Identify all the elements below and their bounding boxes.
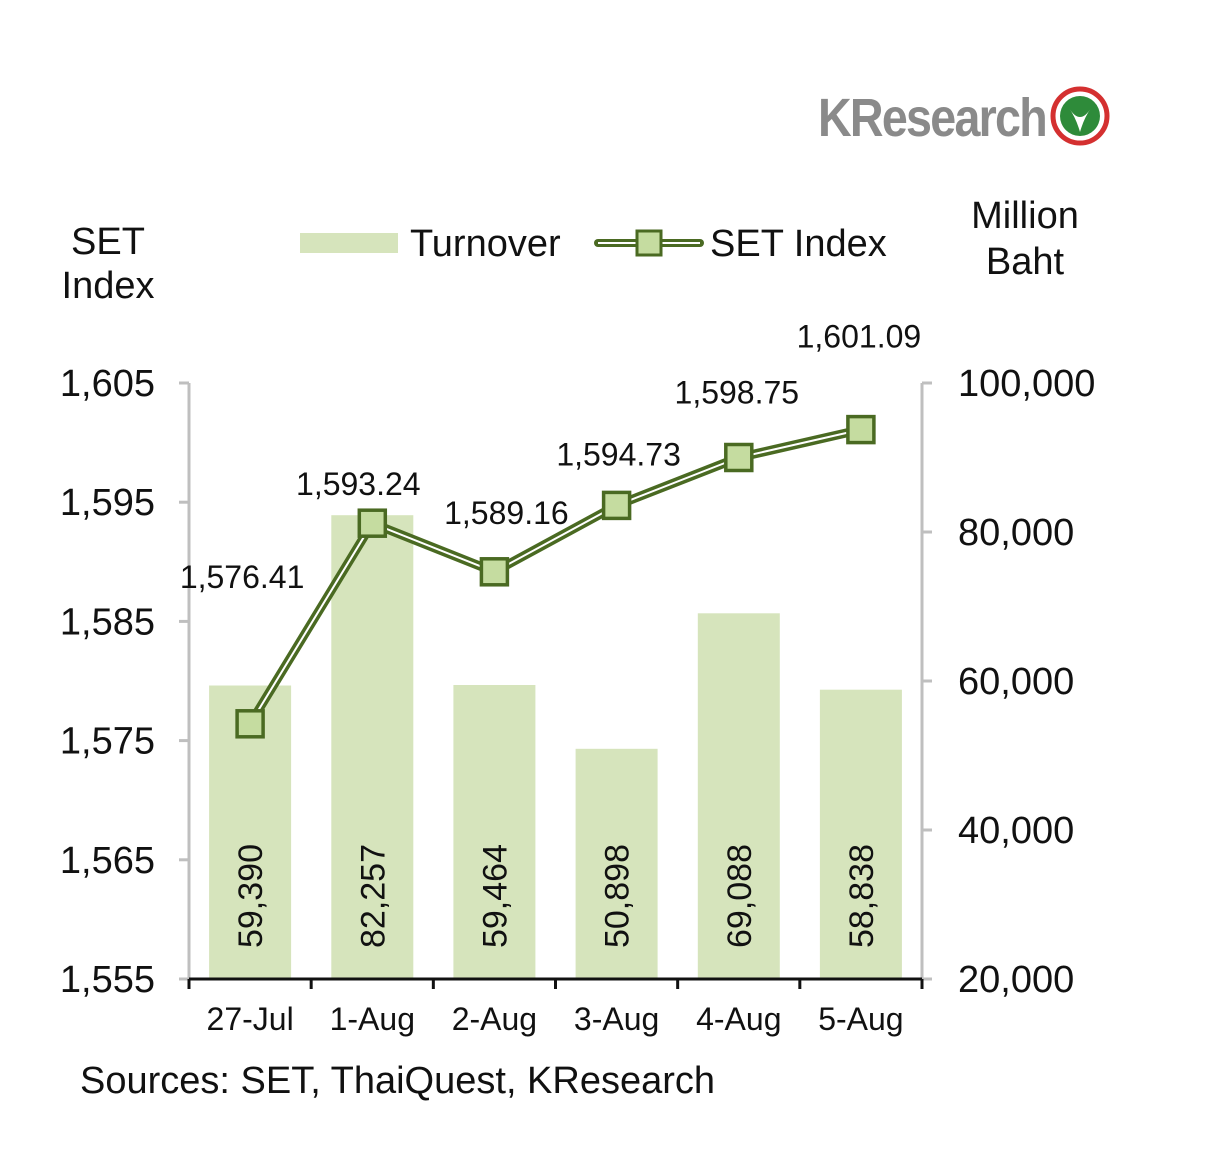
turnover-value-label-4: 69,088	[721, 844, 759, 948]
set-index-value-label-2: 1,589.16	[444, 495, 569, 531]
turnover-bar-2	[453, 685, 536, 979]
set-index-marker-0	[235, 709, 265, 739]
legend-turnover-label: Turnover	[410, 223, 561, 265]
right-tick-label-3: 80,000	[958, 512, 1074, 554]
left-tick-label-1: 1,565	[60, 840, 155, 882]
set-index-marker-3	[601, 490, 632, 521]
turnover-value-label-1: 82,257	[354, 844, 392, 948]
turnover-bar-4	[697, 613, 780, 979]
turnover-value-label-5: 58,838	[843, 844, 881, 948]
right-tick-label-0: 20,000	[958, 959, 1074, 1001]
set-index-value-label-3: 1,594.73	[556, 436, 681, 472]
right-axis-title-line2: Baht	[986, 241, 1065, 283]
turnover-bar-1	[331, 515, 414, 979]
set-index-line-highlight	[249, 428, 862, 725]
x-tick-label-4: 4-Aug	[696, 1001, 781, 1037]
left-axis-title-line2: Index	[62, 265, 155, 307]
x-tick-label-1: 1-Aug	[330, 1001, 415, 1037]
x-tick-label-2: 2-Aug	[452, 1001, 537, 1037]
kresearch-logo: KResearch	[818, 86, 1110, 148]
set-index-marker-2	[479, 557, 510, 587]
legend-set-index-marker	[635, 229, 663, 257]
logo-leaf-icon	[1050, 86, 1110, 146]
right-tick-label-1: 40,000	[958, 810, 1074, 852]
left-tick-label-0: 1,555	[60, 959, 155, 1001]
set-index-value-label-1: 1,593.24	[296, 466, 421, 502]
legend-turnover-swatch	[300, 233, 398, 253]
set-index-value-label-0: 1,576.41	[180, 559, 305, 595]
set-index-marker-5	[846, 414, 876, 445]
x-tick-label-5: 5-Aug	[818, 1001, 903, 1037]
turnover-value-label-3: 50,898	[599, 844, 637, 948]
legend: Turnover SET Index	[300, 223, 887, 265]
x-tick-label-3: 3-Aug	[574, 1001, 659, 1037]
x-tick-label-0: 27-Jul	[207, 1001, 294, 1037]
left-tick-label-2: 1,575	[60, 721, 155, 763]
right-axis-title-line1: Million	[971, 195, 1079, 237]
right-tick-label-4: 100,000	[958, 363, 1095, 405]
legend-set-index-label: SET Index	[710, 223, 887, 265]
left-axis-title-line1: SET	[71, 221, 145, 263]
set-index-marker-1	[357, 508, 388, 538]
turnover-value-label-2: 59,464	[476, 844, 514, 948]
logo-wordmark: KResearch	[818, 88, 1046, 148]
turnover-bar-5	[819, 689, 902, 979]
turnover-value-label-0: 59,390	[232, 844, 270, 948]
plot-area: 1,555 1,565 1,575 1,585 1,595 1,605 20,000 40,0…	[60, 319, 1095, 1037]
set-index-marker-4	[724, 442, 754, 473]
left-tick-label-3: 1,585	[60, 601, 155, 643]
source-note: Sources: SET, ThaiQuest, KResearch	[80, 1060, 715, 1102]
set-index-value-label-5: 1,601.09	[797, 319, 922, 355]
set-index-value-label-4: 1,598.75	[675, 375, 800, 411]
turnover-bar-3	[575, 748, 658, 979]
left-tick-label-5: 1,605	[60, 363, 155, 405]
right-tick-label-2: 60,000	[958, 661, 1074, 703]
left-tick-label-4: 1,595	[60, 482, 155, 524]
